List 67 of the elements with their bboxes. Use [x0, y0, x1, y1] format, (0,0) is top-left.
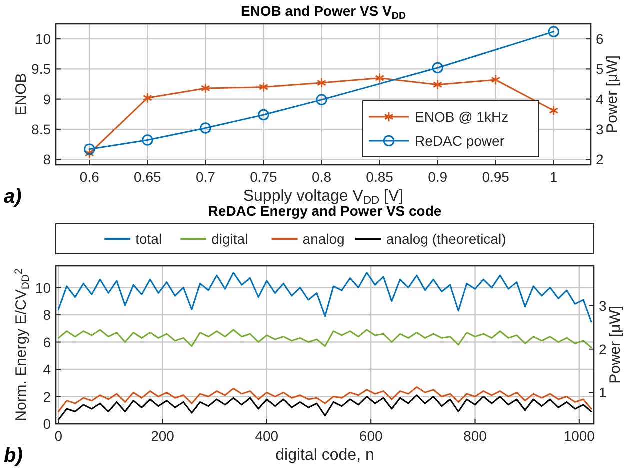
legend-label: analog (theoretical): [386, 231, 506, 247]
y-tick-label: 8.5: [32, 121, 52, 138]
point: [491, 74, 501, 86]
y2-axis-title: Power [μW]: [607, 306, 624, 384]
point: [200, 83, 210, 94]
x-tick-label: 0: [54, 428, 63, 444]
point: [316, 78, 327, 88]
x-tick-label: 0.85: [366, 169, 394, 185]
y-tick-label: 0: [43, 416, 52, 432]
x-tick-label: 600: [359, 428, 383, 444]
point: [316, 94, 328, 106]
x-tick-label: 0.65: [134, 169, 162, 185]
point: [433, 79, 443, 90]
y-tick-label: 10: [35, 31, 52, 48]
line-series: [58, 329, 592, 348]
point: [142, 134, 154, 146]
y2-tick-label: 6: [596, 31, 604, 48]
point: [84, 148, 94, 159]
x-tick-label: 1000: [564, 428, 596, 444]
y-tick-label: 8: [43, 307, 52, 324]
x-tick-label: 0.8: [312, 169, 332, 185]
point: [549, 105, 559, 116]
y2-tick-label: 5: [596, 61, 604, 78]
x-tick-label: 0.7: [196, 169, 216, 185]
point: [84, 144, 96, 155]
x-tick-label: 200: [151, 428, 175, 444]
text: b): [4, 445, 24, 467]
point: [200, 122, 212, 134]
y-axis-title: ENOB: [13, 73, 30, 116]
y-tick-label: 8: [43, 152, 52, 168]
y-tick-label: 2: [43, 388, 52, 405]
y2-tick-label: 2: [596, 152, 604, 168]
x-tick-label: 800: [464, 428, 488, 444]
legend-label: ReDAC power: [415, 133, 505, 149]
y-tick-label: 4: [43, 362, 52, 378]
x-tick-label: 0.9: [428, 169, 448, 185]
point: [548, 26, 560, 38]
legend-label: analog: [302, 231, 345, 247]
x-axis-title: digital code, n: [276, 447, 374, 464]
legend-label: digital: [212, 231, 248, 247]
x-tick-label: 1: [550, 169, 558, 185]
legend-label: ENOB @ 1kHz: [415, 109, 509, 125]
y2-axis-title: Power [μW]: [604, 56, 621, 134]
x-tick-label: 400: [255, 428, 279, 444]
x-tick-label: 0.95: [482, 169, 510, 185]
y2-tick-label: 4: [596, 91, 604, 108]
y-tick-label: 9.5: [32, 61, 52, 78]
point: [142, 92, 152, 104]
y2-tick-label: 1: [599, 384, 607, 401]
line-series: [58, 272, 592, 323]
x-tick-label: 0.75: [250, 169, 278, 185]
y2-tick-label: 2: [599, 341, 607, 358]
y-tick-label: 10: [35, 280, 52, 296]
line-series: [58, 386, 592, 412]
point: [258, 109, 270, 121]
y2-tick-label: 3: [596, 121, 604, 138]
chart-title: ENOB and Power VS V$_{DD}$: [240, 3, 406, 22]
y2-tick-label: 3: [599, 298, 607, 314]
x-tick-label: 0.6: [80, 169, 100, 185]
legend-label: total: [136, 231, 162, 247]
line-series: [58, 394, 592, 421]
y-tick-label: 6: [43, 334, 52, 350]
point: [375, 72, 385, 84]
point: [432, 62, 444, 74]
y-tick-label: 9: [43, 91, 52, 108]
point: [258, 82, 268, 93]
text: a): [4, 186, 22, 208]
